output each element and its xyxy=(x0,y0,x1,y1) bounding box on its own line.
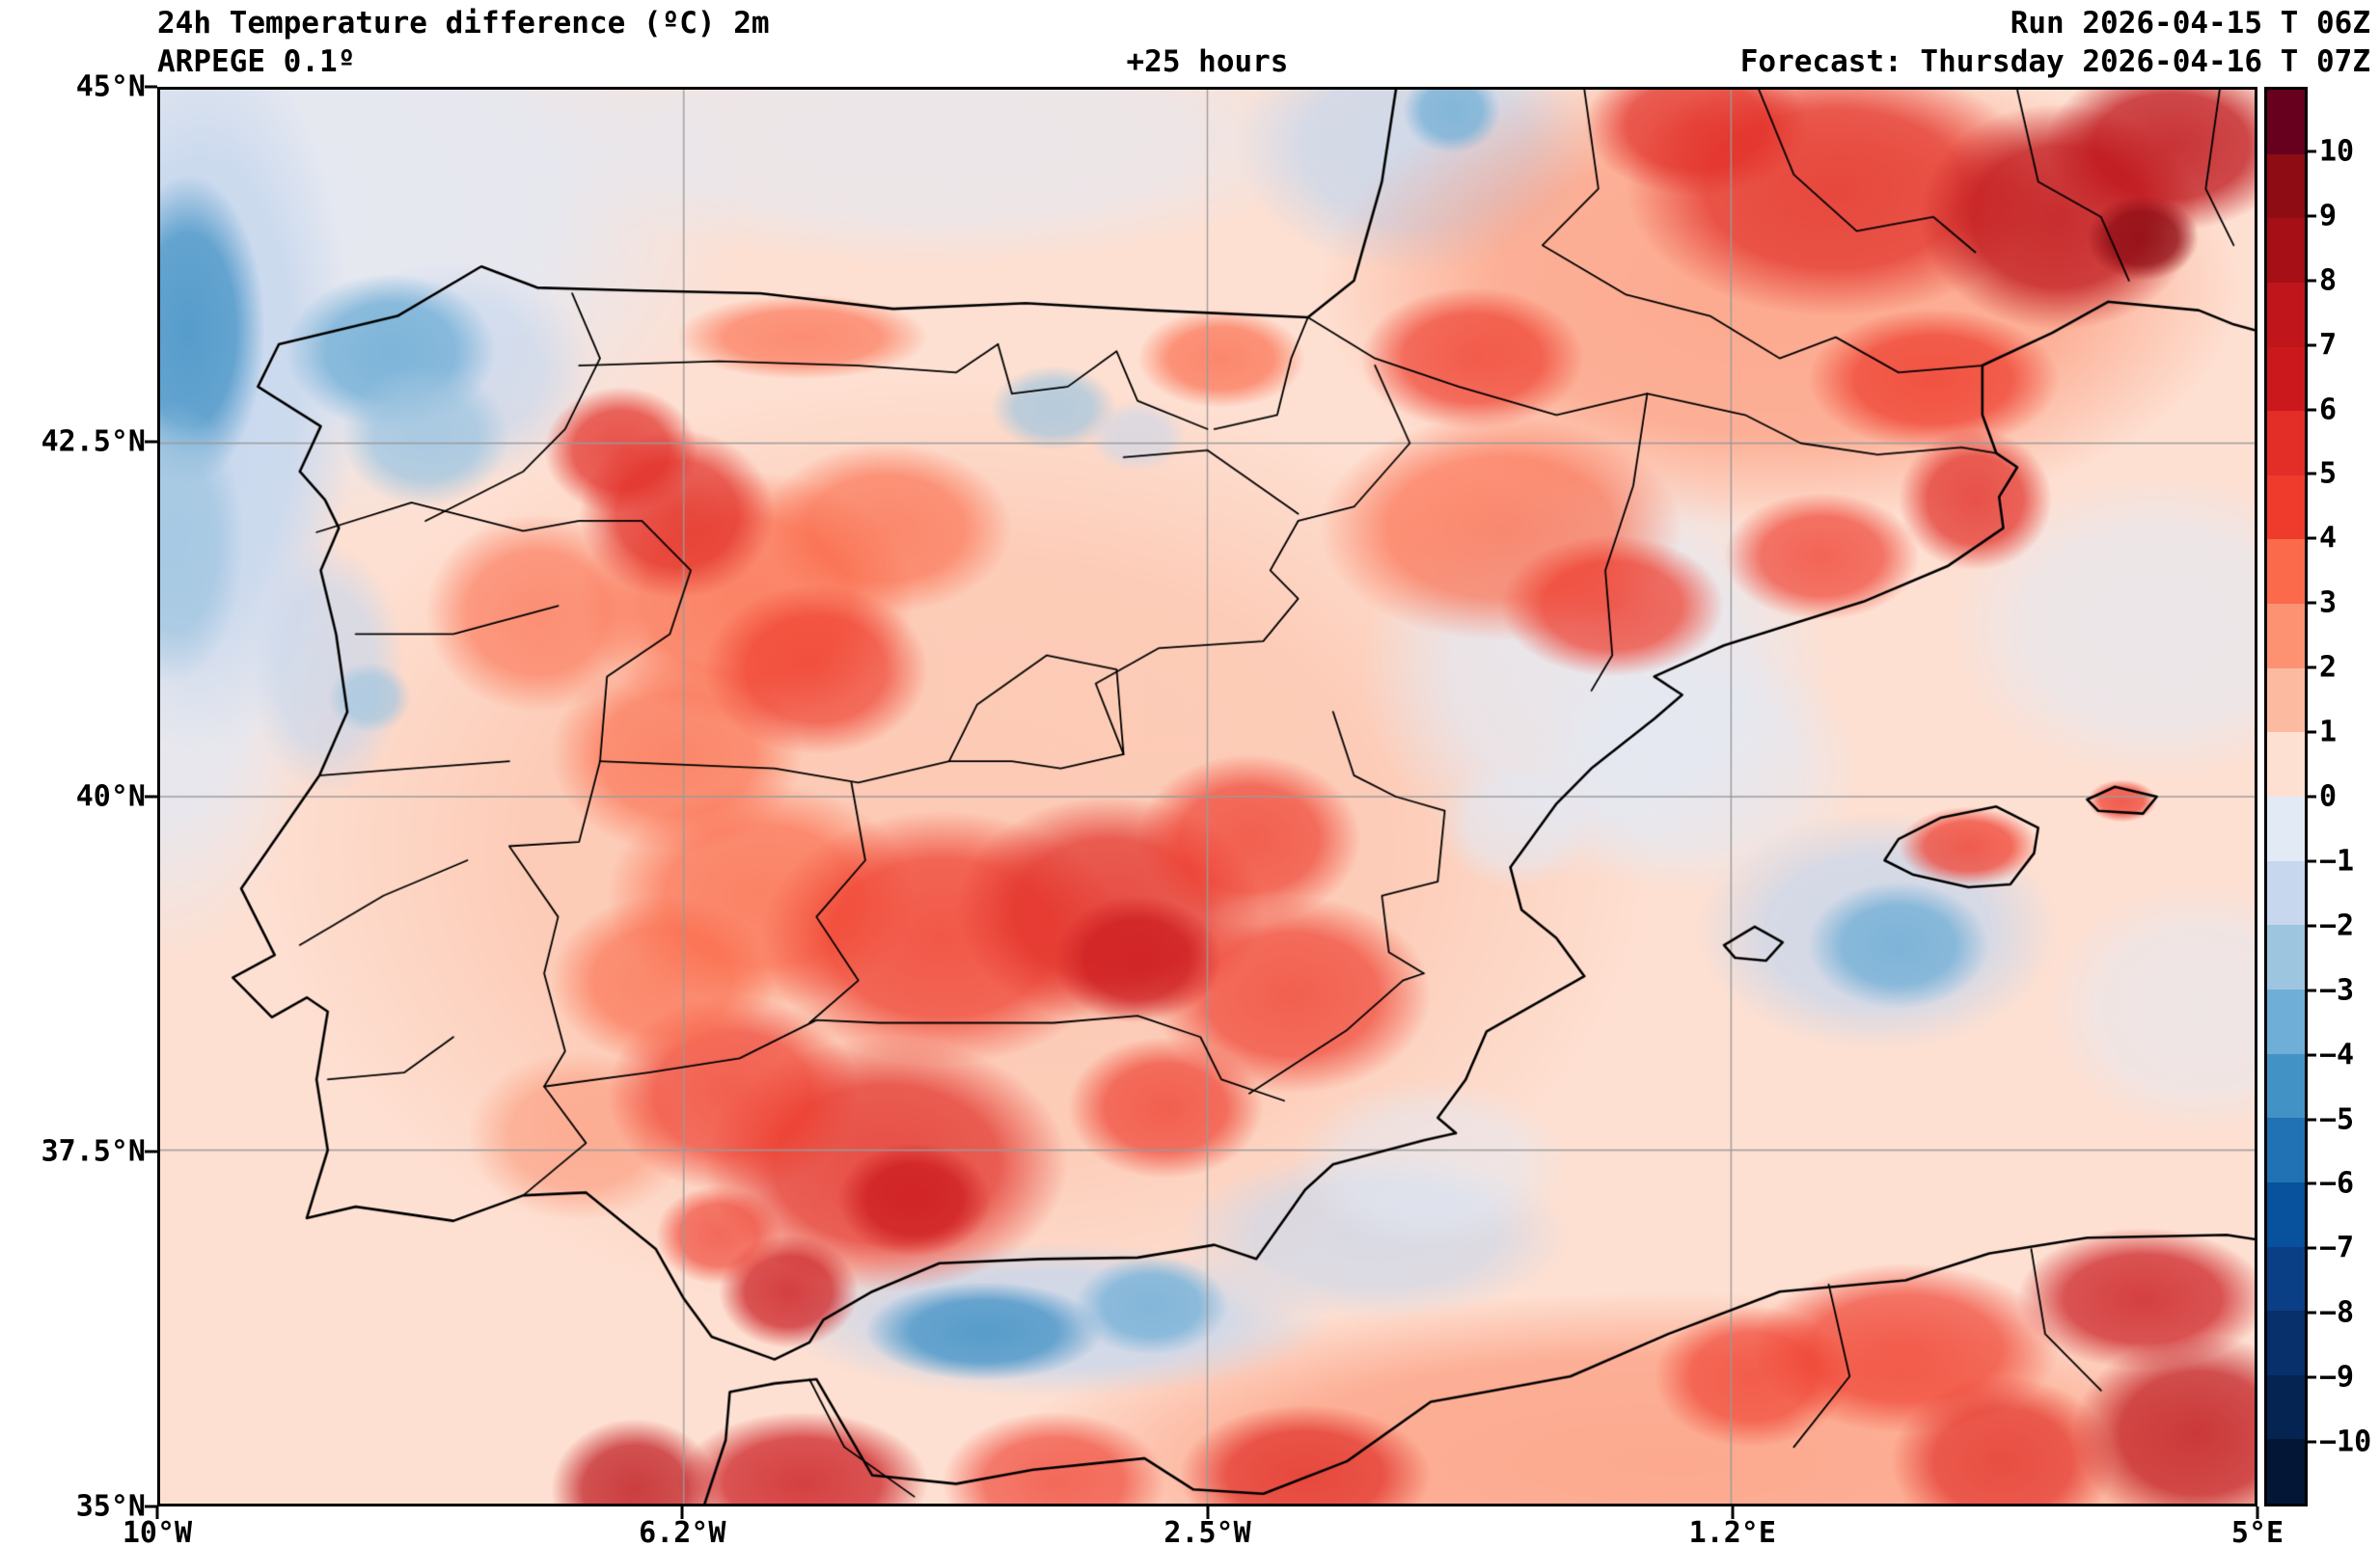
colorbar-tick-label: 3 xyxy=(2319,585,2338,620)
colorbar-tick-mark xyxy=(2308,279,2316,283)
colorbar-tick-mark xyxy=(2308,665,2316,669)
colorbar-band xyxy=(2267,1181,2305,1247)
colorbar-band xyxy=(2267,1053,2305,1119)
y-tick-mark xyxy=(145,795,157,799)
y-tick-mark xyxy=(145,1150,157,1153)
x-tick-mark xyxy=(2256,1506,2259,1519)
colorbar-band xyxy=(2267,1439,2305,1505)
x-tick-mark xyxy=(1206,1506,1209,1519)
colorbar-band xyxy=(2267,218,2305,283)
colorbar-tick-label: 0 xyxy=(2319,779,2338,814)
colorbar-tick-label: −4 xyxy=(2319,1038,2355,1072)
colorbar-band xyxy=(2267,539,2305,605)
colorbar-tick-mark xyxy=(2308,1181,2316,1185)
colorbar-tick-mark xyxy=(2308,149,2316,153)
x-tick-label: 1.2°E xyxy=(1688,1516,1776,1547)
colorbar-band xyxy=(2267,667,2305,733)
colorbar-band xyxy=(2267,346,2305,412)
colorbar xyxy=(2264,87,2308,1506)
colorbar-band xyxy=(2267,925,2305,990)
colorbar-tick-label: 1 xyxy=(2319,715,2338,749)
colorbar-tick-label: 10 xyxy=(2319,134,2355,169)
colorbar-band xyxy=(2267,411,2305,475)
colorbar-tick-label: −6 xyxy=(2319,1166,2355,1201)
colorbar-tick-label: 5 xyxy=(2319,456,2338,491)
colorbar-tick-mark xyxy=(2308,989,2316,992)
y-tick-label: 45°N xyxy=(75,69,146,104)
colorbar-tick-mark xyxy=(2308,601,2316,605)
colorbar-band xyxy=(2267,90,2305,154)
colorbar-tick-mark xyxy=(2308,1246,2316,1250)
colorbar-tick-mark xyxy=(2308,795,2316,799)
colorbar-band xyxy=(2267,1311,2305,1375)
page-title: 24h Temperature difference (ºC) 2m xyxy=(157,6,770,41)
colorbar-tick-mark xyxy=(2308,1118,2316,1122)
colorbar-band xyxy=(2267,1118,2305,1182)
colorbar-tick-label: −8 xyxy=(2319,1295,2355,1330)
colorbar-band xyxy=(2267,989,2305,1054)
colorbar-tick-mark xyxy=(2308,536,2316,540)
x-tick-label: 6.2°W xyxy=(639,1516,726,1547)
colorbar-tick-mark xyxy=(2308,1375,2316,1379)
x-tick-mark xyxy=(680,1506,684,1519)
x-tick-label: 10°W xyxy=(122,1516,193,1547)
colorbar-tick-mark xyxy=(2308,1311,2316,1315)
colorbar-band xyxy=(2267,475,2305,540)
colorbar-tick-mark xyxy=(2308,408,2316,412)
colorbar-tick-mark xyxy=(2308,730,2316,734)
colorbar-band xyxy=(2267,1246,2305,1312)
colorbar-tick-label: −9 xyxy=(2319,1360,2355,1395)
colorbar-band xyxy=(2267,732,2305,798)
x-tick-mark xyxy=(1731,1506,1735,1519)
x-tick-label: 2.5°W xyxy=(1163,1516,1251,1547)
colorbar-tick-label: −1 xyxy=(2319,844,2355,879)
colorbar-band xyxy=(2267,860,2305,926)
y-tick-label: 40°N xyxy=(75,779,146,814)
colorbar-tick-mark xyxy=(2308,859,2316,863)
colorbar-tick-label: −2 xyxy=(2319,909,2355,943)
colorbar-band xyxy=(2267,797,2305,861)
colorbar-tick-label: 4 xyxy=(2319,521,2338,556)
colorbar-tick-label: 2 xyxy=(2319,650,2338,685)
colorbar-tick-label: −10 xyxy=(2319,1425,2372,1459)
map-plot-area xyxy=(157,87,2257,1506)
colorbar-band xyxy=(2267,1374,2305,1440)
colorbar-tick-label: −5 xyxy=(2319,1102,2355,1137)
y-tick-label: 42.5°N xyxy=(41,424,146,459)
forecast-label: Forecast: Thursday 2026-04-16 T 07Z xyxy=(1739,44,2370,79)
colorbar-tick-label: 9 xyxy=(2319,199,2338,233)
colorbar-tick-mark xyxy=(2308,472,2316,475)
run-label: Run 2026-04-15 T 06Z xyxy=(2010,6,2370,41)
y-tick-label: 37.5°N xyxy=(41,1134,146,1169)
colorbar-tick-label: 6 xyxy=(2319,393,2338,427)
map-canvas xyxy=(160,90,2255,1504)
y-tick-mark xyxy=(145,440,157,444)
colorbar-tick-mark xyxy=(2308,924,2316,928)
colorbar-tick-mark xyxy=(2308,1053,2316,1057)
colorbar-tick-mark xyxy=(2308,214,2316,218)
colorbar-tick-label: 7 xyxy=(2319,328,2338,363)
colorbar-tick-label: 8 xyxy=(2319,263,2338,298)
colorbar-band xyxy=(2267,282,2305,347)
y-tick-mark xyxy=(145,1505,157,1508)
colorbar-band xyxy=(2267,153,2305,219)
colorbar-tick-label: −7 xyxy=(2319,1231,2355,1265)
x-tick-label: 5°E xyxy=(2230,1516,2284,1547)
colorbar-tick-mark xyxy=(2308,1440,2316,1444)
colorbar-tick-mark xyxy=(2308,343,2316,347)
model-label: ARPEGE 0.1º xyxy=(157,44,356,79)
x-tick-mark xyxy=(155,1506,159,1519)
y-tick-mark xyxy=(145,85,157,89)
y-tick-label: 35°N xyxy=(75,1489,146,1524)
colorbar-tick-label: −3 xyxy=(2319,973,2355,1008)
colorbar-band xyxy=(2267,604,2305,668)
